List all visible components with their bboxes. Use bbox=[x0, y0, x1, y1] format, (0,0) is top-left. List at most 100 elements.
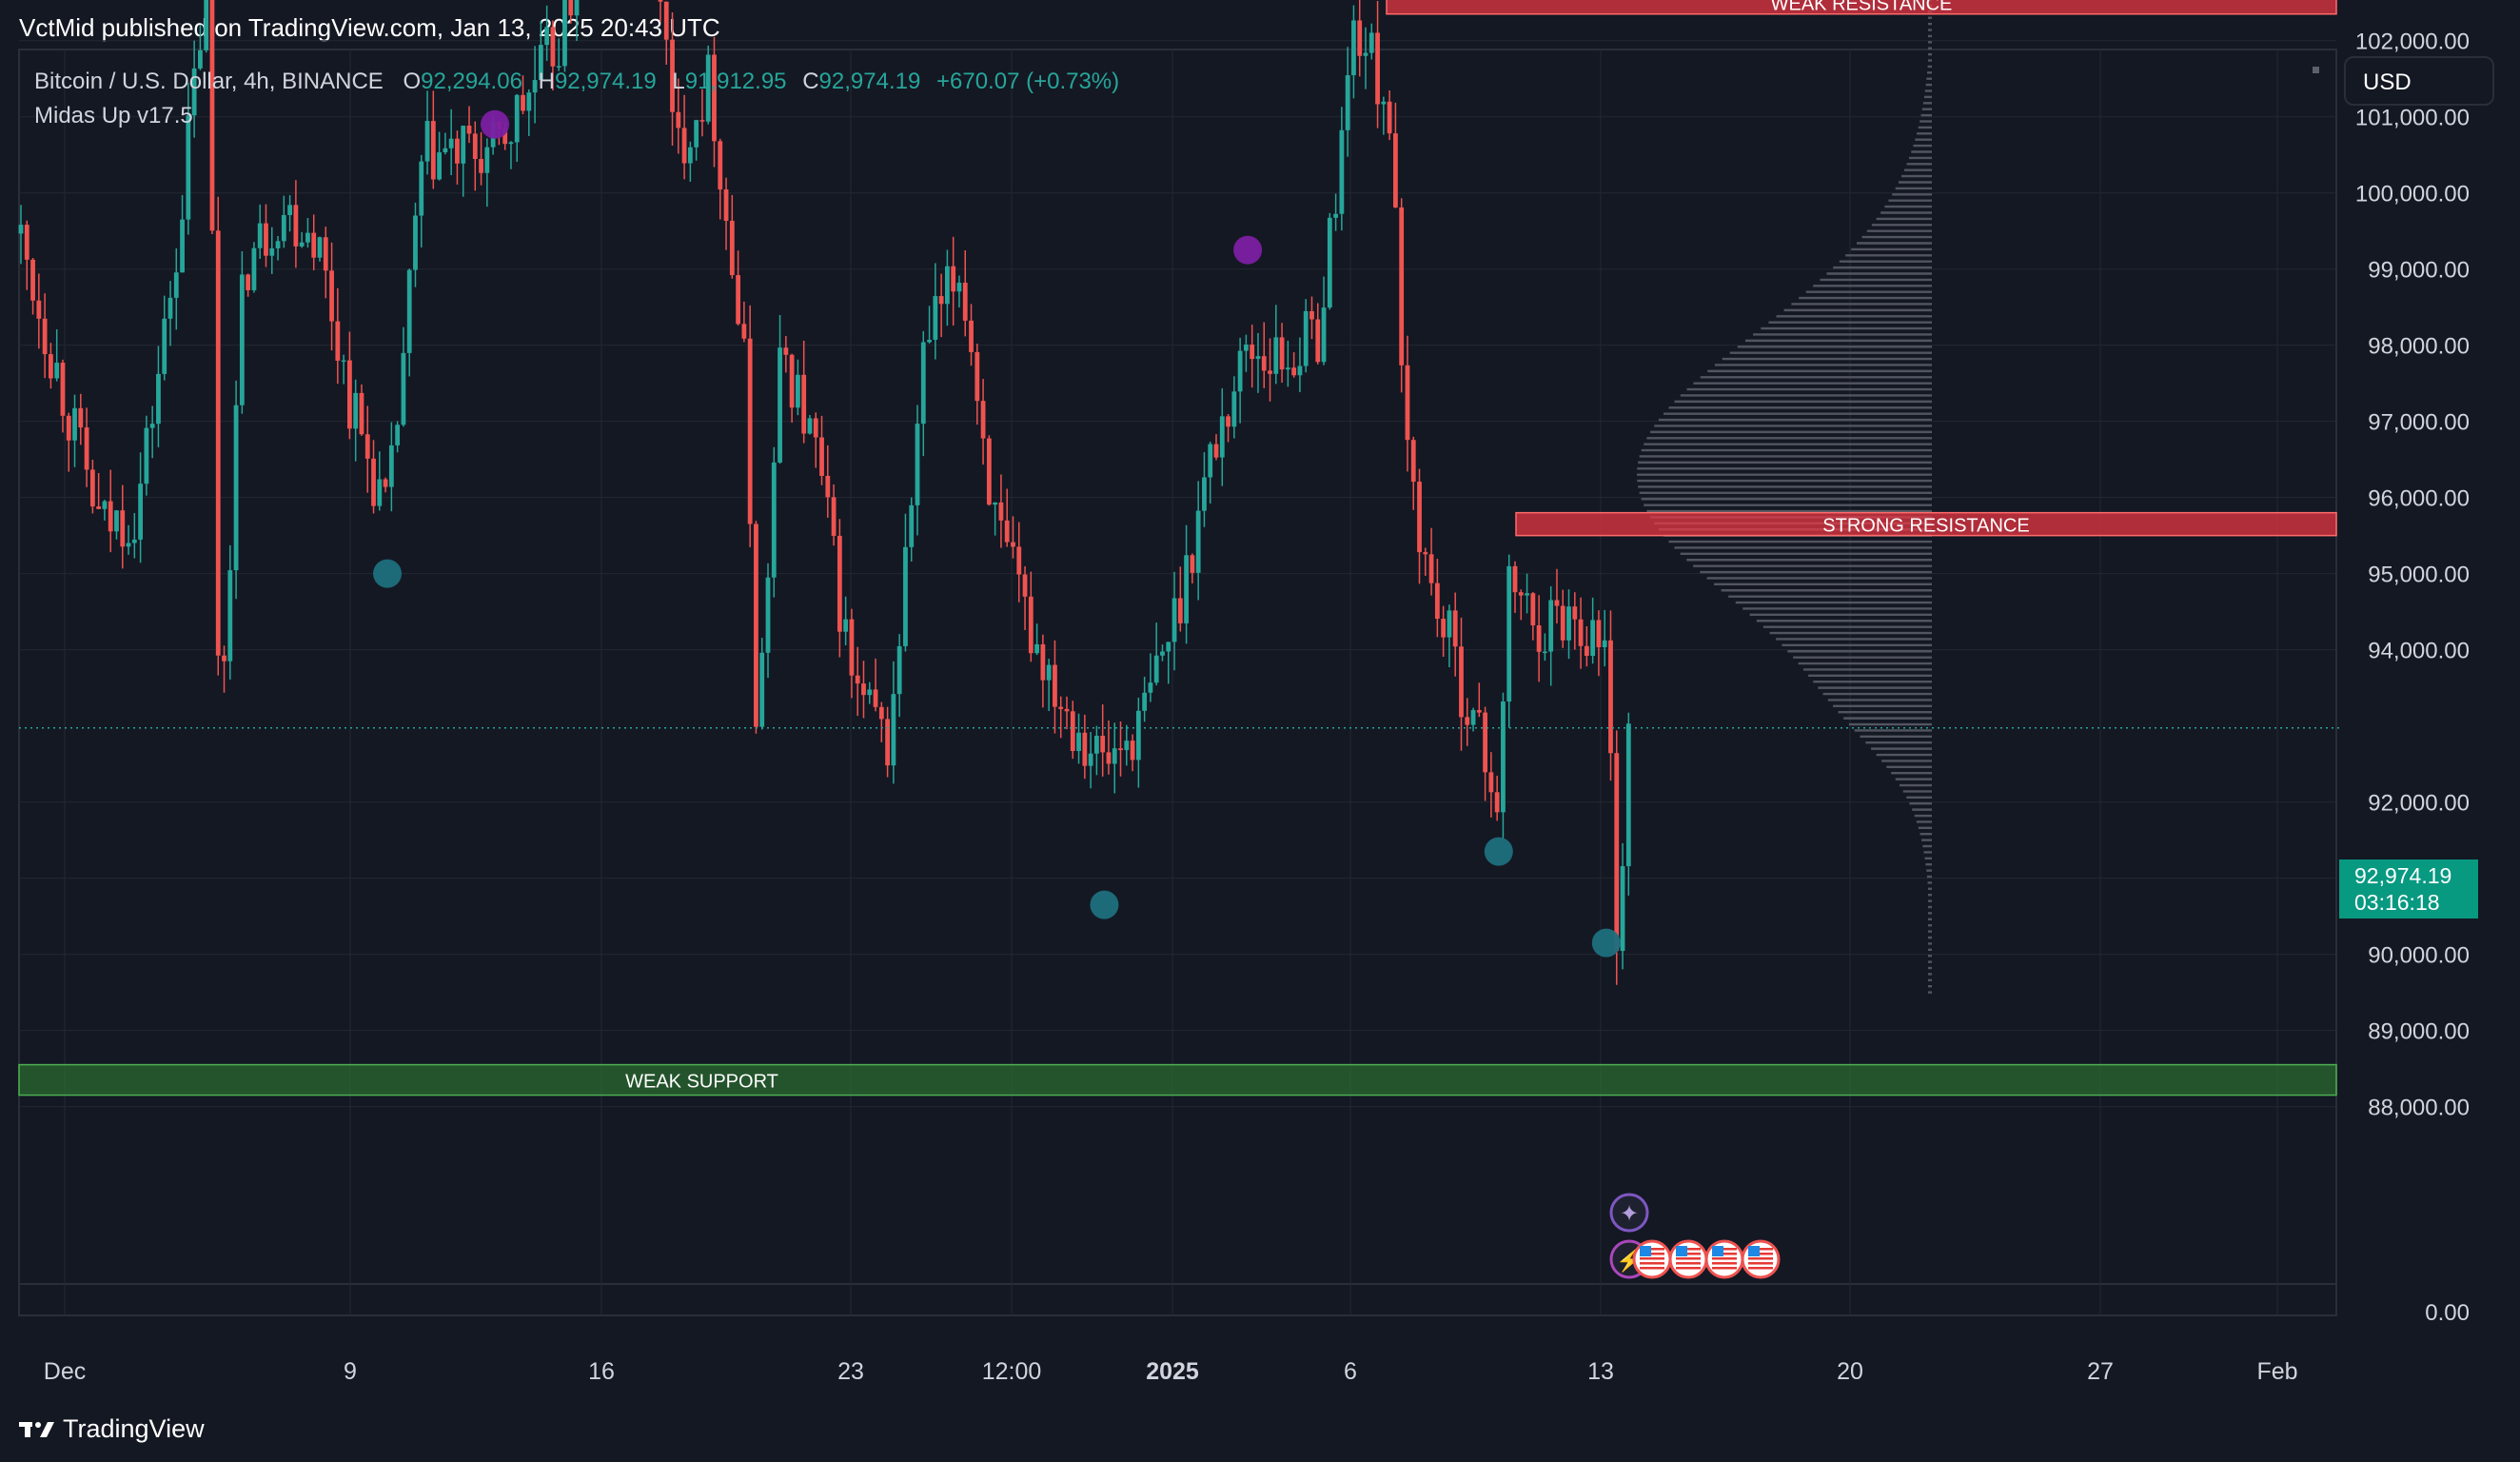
flag-stripe bbox=[1712, 1248, 1737, 1251]
candle-up bbox=[1620, 865, 1625, 952]
candle-up bbox=[1602, 640, 1607, 648]
candle-up bbox=[401, 352, 406, 425]
candle-down bbox=[1268, 370, 1272, 374]
candle-down bbox=[1250, 344, 1255, 360]
candle-down bbox=[1315, 319, 1321, 363]
candle-down bbox=[1291, 367, 1297, 376]
candle-down bbox=[712, 54, 717, 142]
candle-up bbox=[915, 424, 920, 505]
candle-down bbox=[1608, 640, 1613, 754]
candle-up bbox=[1244, 344, 1249, 351]
x-axis-tick-label: 9 bbox=[344, 1358, 357, 1385]
currency-button[interactable]: USD bbox=[2344, 56, 2494, 106]
candle-down bbox=[502, 128, 508, 145]
candle-down bbox=[1190, 555, 1195, 573]
candle-up bbox=[1345, 75, 1350, 130]
candle-down bbox=[1387, 101, 1392, 134]
candle-up bbox=[102, 501, 108, 509]
candle-down bbox=[831, 497, 837, 536]
candle-down bbox=[670, 39, 675, 112]
last-price-value: 92,974.19 bbox=[2354, 863, 2452, 888]
candle-up bbox=[281, 214, 286, 242]
candle-up bbox=[514, 94, 520, 143]
candle-up bbox=[920, 342, 926, 425]
candle-up bbox=[406, 269, 412, 353]
candle-down bbox=[1476, 710, 1482, 713]
candle-down bbox=[747, 338, 753, 524]
candle-up bbox=[1548, 600, 1554, 652]
candle-down bbox=[1016, 546, 1022, 575]
candle-up bbox=[1368, 32, 1374, 53]
candle-up bbox=[1625, 723, 1631, 866]
candle-down bbox=[568, 0, 574, 16]
y-axis-tick-label: 101,000.00 bbox=[2355, 106, 2470, 131]
footer-brand[interactable]: TradingView bbox=[19, 1414, 205, 1444]
flag-canton bbox=[1712, 1246, 1723, 1256]
candle-down bbox=[60, 363, 66, 416]
candle-down bbox=[1417, 482, 1422, 553]
candle-up bbox=[544, 27, 550, 46]
candle-up bbox=[341, 360, 346, 363]
candle-up bbox=[269, 247, 275, 256]
candle-up bbox=[532, 80, 538, 93]
candle-up bbox=[993, 502, 998, 505]
candle-down bbox=[663, 1, 669, 40]
candle-up bbox=[461, 126, 466, 164]
candle-down bbox=[951, 266, 956, 292]
y-axis-tick-label: 98,000.00 bbox=[2368, 334, 2470, 360]
flag-stripe bbox=[1712, 1262, 1737, 1265]
candle-up bbox=[198, 49, 203, 69]
candle-down bbox=[364, 434, 370, 459]
candle-up bbox=[167, 297, 173, 319]
candle-down bbox=[754, 524, 758, 727]
x-axis-tick-label: Dec bbox=[44, 1358, 86, 1385]
candle-down bbox=[1058, 706, 1064, 709]
y-axis-tick-label: 90,000.00 bbox=[2368, 943, 2470, 969]
candle-up bbox=[180, 219, 185, 273]
candle-down bbox=[1028, 596, 1034, 654]
candle-down bbox=[1423, 552, 1428, 555]
candle-up bbox=[395, 425, 401, 445]
candle-down bbox=[78, 407, 84, 428]
candle-down bbox=[783, 347, 789, 355]
candle-down bbox=[861, 683, 866, 696]
candle-up bbox=[1094, 735, 1099, 754]
symbol-name[interactable]: Bitcoin / U.S. Dollar, 4h, BINANCE bbox=[34, 69, 384, 94]
candle-up bbox=[1363, 52, 1368, 56]
candle-up bbox=[156, 373, 161, 425]
candle-down bbox=[1512, 565, 1518, 593]
candle-up bbox=[796, 374, 800, 408]
candle-up bbox=[1046, 664, 1052, 681]
candle-down bbox=[885, 719, 890, 766]
candle-up bbox=[54, 363, 60, 379]
candle-up bbox=[227, 570, 233, 662]
candle-up bbox=[72, 407, 77, 441]
candle-up bbox=[126, 543, 131, 547]
candle-up bbox=[138, 484, 143, 540]
candle-down bbox=[383, 479, 388, 487]
candle-down bbox=[1578, 619, 1584, 646]
candle-up bbox=[1255, 356, 1261, 360]
candle-down bbox=[938, 296, 944, 305]
low-label: L bbox=[672, 69, 685, 94]
flag-stripe bbox=[1676, 1262, 1701, 1265]
y-axis-tick-label: 102,000.00 bbox=[2355, 30, 2470, 55]
candle-down bbox=[66, 415, 71, 441]
indicator-name[interactable]: Midas Up v17.5 bbox=[34, 103, 193, 128]
candle-up bbox=[1339, 129, 1345, 214]
candle-up bbox=[1351, 20, 1356, 76]
candle-up bbox=[1184, 555, 1189, 623]
candle-down bbox=[550, 27, 556, 67]
high-value: 92,974.19 bbox=[554, 69, 657, 94]
candle-down bbox=[1530, 593, 1536, 625]
low-value: 91,912.95 bbox=[684, 69, 787, 94]
candle-down bbox=[1483, 712, 1487, 773]
pivot-low-marker bbox=[1484, 837, 1513, 866]
candle-up bbox=[1506, 565, 1512, 702]
pivot-low-marker bbox=[373, 559, 403, 588]
candle-down bbox=[1261, 356, 1267, 371]
candle-up bbox=[1273, 337, 1279, 374]
candle-up bbox=[1297, 366, 1303, 376]
candle-down bbox=[1584, 645, 1589, 657]
